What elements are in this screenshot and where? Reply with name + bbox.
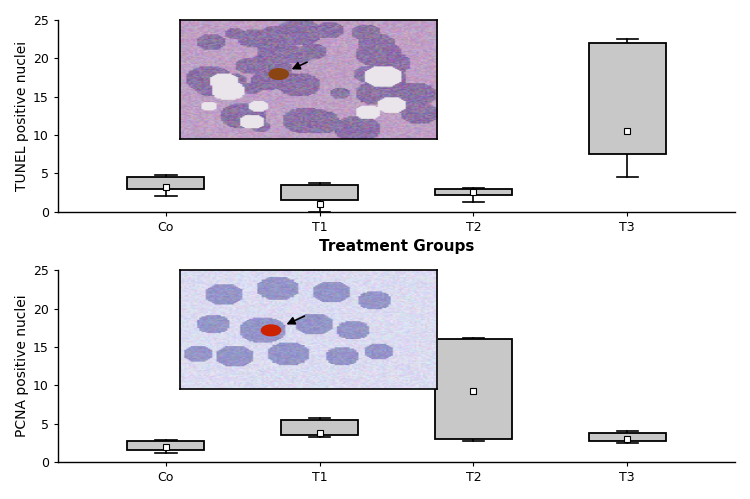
Bar bbox=[281, 420, 358, 435]
Bar bbox=[435, 339, 512, 439]
X-axis label: Treatment Groups: Treatment Groups bbox=[319, 239, 474, 254]
Bar bbox=[435, 189, 512, 195]
Bar bbox=[589, 433, 666, 441]
Y-axis label: TUNEL positive nuclei: TUNEL positive nuclei bbox=[15, 41, 29, 191]
Bar bbox=[589, 43, 666, 154]
Y-axis label: PCNA positive nuclei: PCNA positive nuclei bbox=[15, 295, 29, 438]
Bar bbox=[128, 441, 204, 451]
Bar bbox=[281, 185, 358, 200]
Bar bbox=[128, 177, 204, 189]
